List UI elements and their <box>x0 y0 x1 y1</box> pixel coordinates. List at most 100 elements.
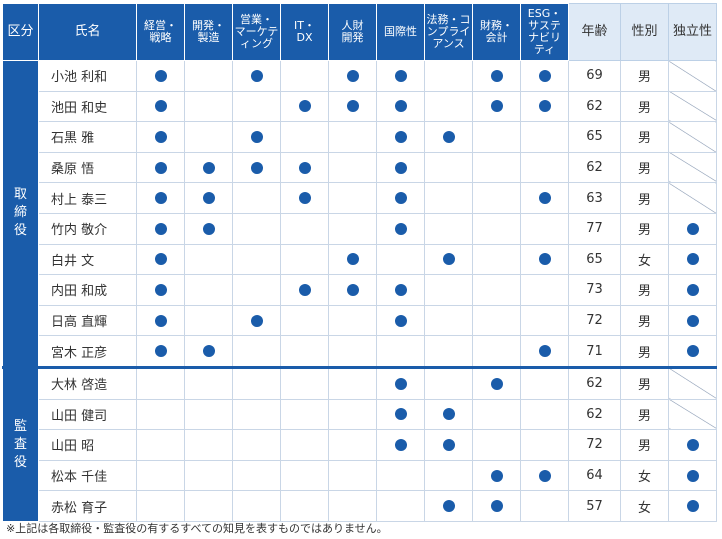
skill-dot-icon <box>250 69 263 82</box>
skill-cell <box>328 274 377 306</box>
skill-dot-icon <box>538 345 551 358</box>
skill-cell <box>424 335 473 368</box>
skill-cell <box>376 212 425 245</box>
independent-dot-icon <box>686 438 699 451</box>
skill-cell <box>280 304 329 337</box>
header-row: 区分 氏名 経営・ 戦略 開発・ 製造 営業・ マーケテ ィング IT・ DX 人財 開発 国際性 法務… <box>2 3 717 61</box>
table-row: 桑原 悟 62 男 <box>3 151 717 184</box>
skill-cell <box>136 243 185 276</box>
member-age: 65 <box>568 243 621 276</box>
member-age: 57 <box>568 490 621 522</box>
skill-cell <box>328 182 377 214</box>
skill-cell <box>520 490 569 522</box>
header-skill: 営業・ マーケテ ィング <box>232 3 281 61</box>
skill-cell <box>472 459 521 492</box>
skill-cell <box>232 490 281 522</box>
independence-cell <box>668 243 717 276</box>
header-skill-line: サステ <box>528 19 561 32</box>
skill-cell <box>136 459 185 492</box>
skill-dot-icon <box>538 469 551 482</box>
table-row: 竹内 敬介 77 男 <box>3 212 717 245</box>
table-body: 取締役小池 利和 69 男池田 和史 62 男石黒 雅 65 男桑原 悟 62 男村上 泰三 63… <box>2 60 717 522</box>
skill-cell <box>280 398 329 431</box>
skill-cell <box>472 121 521 153</box>
header-skill: 国際性 <box>376 3 425 61</box>
member-sex: 男 <box>620 212 669 245</box>
header-skill-line: マーケテ <box>234 25 279 38</box>
member-age: 73 <box>568 274 621 306</box>
skill-cell <box>520 243 569 276</box>
skill-dot-icon <box>250 161 263 174</box>
member-sex: 男 <box>620 365 669 400</box>
skill-dot-icon <box>394 100 407 113</box>
skill-cell <box>424 490 473 522</box>
skill-cell <box>232 335 281 368</box>
member-age: 62 <box>568 365 621 400</box>
header-skill-line: 開発 <box>341 31 364 44</box>
member-sex: 女 <box>620 459 669 492</box>
table-row: 監査役大林 啓造 62 男 <box>2 365 717 522</box>
member-sex: 女 <box>620 490 669 522</box>
skill-cell <box>328 121 377 153</box>
skill-dot-icon <box>346 100 359 113</box>
skill-cell <box>136 304 185 337</box>
skill-cell <box>184 212 233 245</box>
member-name: 桑原 悟 <box>38 151 137 184</box>
member-sex: 男 <box>620 398 669 431</box>
skill-cell <box>232 60 281 92</box>
section-label: 監査役 <box>2 365 39 522</box>
skill-dot-icon <box>442 500 455 513</box>
skill-dot-icon <box>346 283 359 296</box>
skill-cell <box>520 151 569 184</box>
skill-dot-icon <box>538 192 551 205</box>
member-name: 池田 和史 <box>38 90 137 123</box>
header-skill: 法務・コ ンプライ アンス <box>424 3 473 61</box>
skill-cell <box>376 459 425 492</box>
member-age: 64 <box>568 459 621 492</box>
section-label-char: 査 <box>13 436 27 452</box>
skill-cell <box>472 151 521 184</box>
member-age: 62 <box>568 151 621 184</box>
skill-cell <box>136 60 185 92</box>
skill-cell <box>280 335 329 368</box>
skill-cell <box>280 212 329 245</box>
skill-cell <box>280 459 329 492</box>
skill-dot-icon <box>538 253 551 266</box>
skill-cell <box>328 90 377 123</box>
skill-cell <box>328 490 377 522</box>
skill-cell <box>472 398 521 431</box>
skill-cell <box>136 335 185 368</box>
skill-cell <box>376 274 425 306</box>
member-name: 宮木 正彦 <box>38 335 137 368</box>
skill-cell <box>520 60 569 92</box>
header-skill-line: 戦略 <box>149 31 172 44</box>
skill-cell <box>184 490 233 522</box>
skill-cell <box>184 398 233 431</box>
skill-cell <box>184 459 233 492</box>
skill-cell <box>472 365 521 400</box>
not-applicable-diagonal-icon <box>668 60 717 92</box>
skill-dot-icon <box>442 130 455 143</box>
header-skill-line: 営業・ <box>240 13 273 26</box>
header-skill-line: IT・ <box>294 19 315 32</box>
member-sex: 男 <box>620 335 669 368</box>
header-skill: 開発・ 製造 <box>184 3 233 61</box>
skill-cell <box>280 182 329 214</box>
skill-dot-icon <box>538 69 551 82</box>
table-row: 山田 昭 72 男 <box>3 429 717 461</box>
skill-cell <box>520 212 569 245</box>
skill-dot-icon <box>538 100 551 113</box>
skill-dot-icon <box>154 100 167 113</box>
skill-cell <box>280 90 329 123</box>
skill-cell <box>184 429 233 461</box>
header-independence: 独立性 <box>668 3 717 61</box>
skill-cell <box>376 429 425 461</box>
skill-cell <box>424 243 473 276</box>
skill-dot-icon <box>154 314 167 327</box>
skill-cell <box>328 459 377 492</box>
skill-dot-icon <box>298 192 311 205</box>
member-age: 69 <box>568 60 621 92</box>
skill-dot-icon <box>394 314 407 327</box>
skill-cell <box>472 490 521 522</box>
skill-cell <box>472 60 521 92</box>
